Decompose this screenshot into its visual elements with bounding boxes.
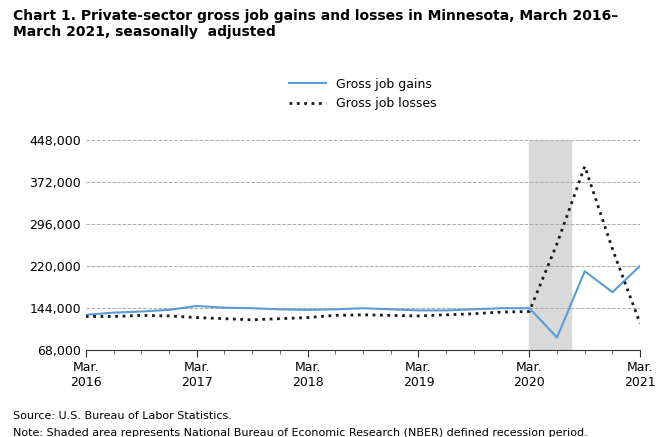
Bar [529,140,571,350]
Text: Source: U.S. Bureau of Labor Statistics.: Source: U.S. Bureau of Labor Statistics. [13,411,232,421]
Text: Note: Shaded area represents National Bureau of Economic Research (NBER) defined: Note: Shaded area represents National Bu… [13,428,588,437]
Text: Chart 1. Private-sector gross job gains and losses in Minnesota, March 2016–
Mar: Chart 1. Private-sector gross job gains … [13,9,618,39]
Legend: Gross job gains, Gross job losses: Gross job gains, Gross job losses [284,73,442,115]
